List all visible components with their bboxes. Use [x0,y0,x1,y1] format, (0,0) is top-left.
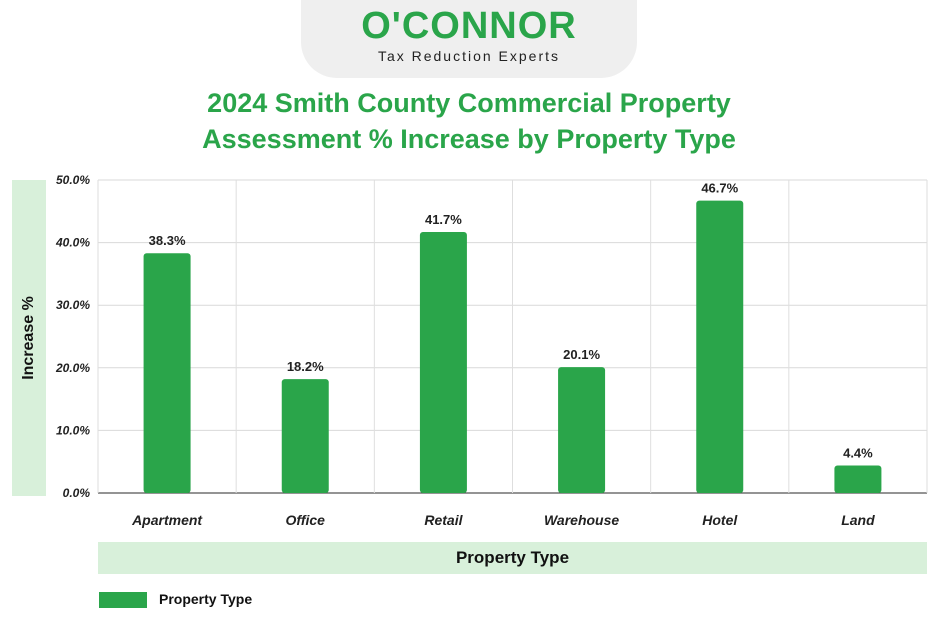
y-tick-label: 10.0% [56,423,90,437]
bar-warehouse [558,367,606,493]
x-tick-label: Hotel [702,512,738,528]
y-axis-label-band [12,180,46,496]
bar-apartment [143,253,191,493]
chart-title-line1: 2024 Smith County Commercial Property [207,88,731,118]
data-label: 4.4% [843,445,873,460]
logo-tagline: Tax Reduction Experts [377,48,561,64]
bar-land [834,465,882,493]
x-axis-title: Property Type [98,542,927,574]
y-tick-label: 50.0% [56,173,90,187]
data-label: 20.1% [563,347,600,362]
data-label: 18.2% [287,359,324,374]
y-tick-label: 40.0% [55,236,90,250]
data-label: 38.3% [149,233,186,248]
x-tick-label: Apartment [131,512,203,528]
y-tick-label: 0.0% [63,486,91,500]
x-tick-label: Land [841,512,875,528]
chart-title-line2: Assessment % Increase by Property Type [202,124,736,154]
x-tick-label: Office [286,512,326,528]
x-tick-label: Retail [424,512,463,528]
bar-office [281,379,329,493]
data-label: 46.7% [701,181,738,196]
y-tick-label: 20.0% [55,361,90,375]
x-tick-label: Warehouse [544,512,619,528]
data-label: 41.7% [425,212,462,227]
bar-hotel [696,200,744,493]
bar-retail [419,231,467,493]
legend-label: Property Type [159,591,253,607]
legend-swatch [99,592,147,608]
logo-banner: O'CONNOR Tax Reduction Experts [301,0,637,78]
y-tick-label: 30.0% [56,298,90,312]
logo-wordmark: O'CONNOR [361,5,577,47]
